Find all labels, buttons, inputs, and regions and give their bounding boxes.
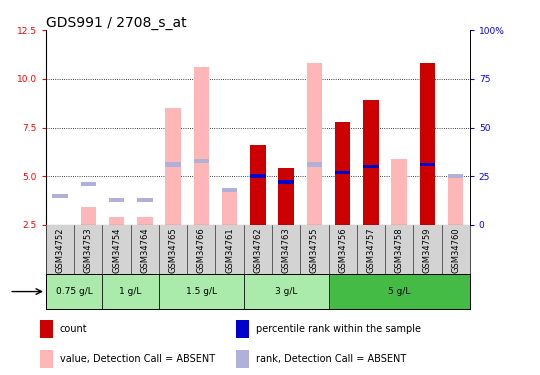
Text: rank, Detection Call = ABSENT: rank, Detection Call = ABSENT xyxy=(255,354,406,364)
Bar xyxy=(235,350,249,368)
Bar xyxy=(80,207,96,225)
Text: count: count xyxy=(59,324,87,334)
Bar xyxy=(52,225,68,229)
Bar xyxy=(222,188,238,192)
Bar xyxy=(420,163,435,166)
Bar xyxy=(328,274,470,309)
Bar xyxy=(52,194,68,198)
Bar xyxy=(193,67,209,225)
Bar xyxy=(420,63,435,225)
Text: GSM34757: GSM34757 xyxy=(366,227,375,273)
Bar xyxy=(193,159,209,163)
Bar xyxy=(307,63,322,225)
Bar xyxy=(109,198,124,202)
Bar xyxy=(235,320,249,338)
Bar xyxy=(363,165,379,168)
Text: value, Detection Call = ABSENT: value, Detection Call = ABSENT xyxy=(59,354,215,364)
Bar xyxy=(159,274,244,309)
Text: GSM34759: GSM34759 xyxy=(423,227,432,273)
Bar xyxy=(222,190,238,225)
Bar xyxy=(363,100,379,225)
Text: 1.5 g/L: 1.5 g/L xyxy=(186,287,217,296)
Text: GSM34761: GSM34761 xyxy=(225,227,234,273)
Text: GSM34758: GSM34758 xyxy=(395,227,403,273)
Bar xyxy=(278,168,294,225)
Text: GSM34760: GSM34760 xyxy=(451,227,460,273)
Text: GSM34755: GSM34755 xyxy=(310,227,319,273)
Text: 1 g/L: 1 g/L xyxy=(119,287,142,296)
Text: 3 g/L: 3 g/L xyxy=(275,287,298,296)
Text: 5 g/L: 5 g/L xyxy=(388,287,410,296)
Text: GSM34764: GSM34764 xyxy=(140,227,149,273)
Text: GSM34765: GSM34765 xyxy=(168,227,178,273)
Text: GSM34762: GSM34762 xyxy=(253,227,262,273)
Bar xyxy=(448,178,463,225)
Bar xyxy=(307,162,322,167)
Bar xyxy=(80,182,96,186)
Bar xyxy=(250,174,266,178)
Bar xyxy=(39,320,53,338)
Bar xyxy=(335,122,350,225)
Bar xyxy=(39,350,53,368)
Bar xyxy=(109,217,124,225)
Bar xyxy=(137,198,153,202)
Bar xyxy=(46,274,103,309)
Bar xyxy=(165,108,181,225)
Text: GSM34763: GSM34763 xyxy=(282,227,291,273)
Text: GSM34754: GSM34754 xyxy=(112,227,121,273)
Bar xyxy=(103,274,159,309)
Bar xyxy=(392,159,407,225)
Text: GSM34753: GSM34753 xyxy=(84,227,93,273)
Text: GSM34752: GSM34752 xyxy=(56,227,65,273)
Bar xyxy=(448,174,463,178)
Text: 0.75 g/L: 0.75 g/L xyxy=(56,287,92,296)
Text: GSM34766: GSM34766 xyxy=(197,227,206,273)
Bar xyxy=(335,171,350,174)
Text: percentile rank within the sample: percentile rank within the sample xyxy=(255,324,421,334)
Text: GDS991 / 2708_s_at: GDS991 / 2708_s_at xyxy=(46,16,186,30)
Bar xyxy=(137,217,153,225)
Bar xyxy=(165,162,181,167)
Text: GSM34756: GSM34756 xyxy=(338,227,347,273)
Bar xyxy=(244,274,328,309)
Bar xyxy=(250,145,266,225)
Bar xyxy=(278,180,294,184)
